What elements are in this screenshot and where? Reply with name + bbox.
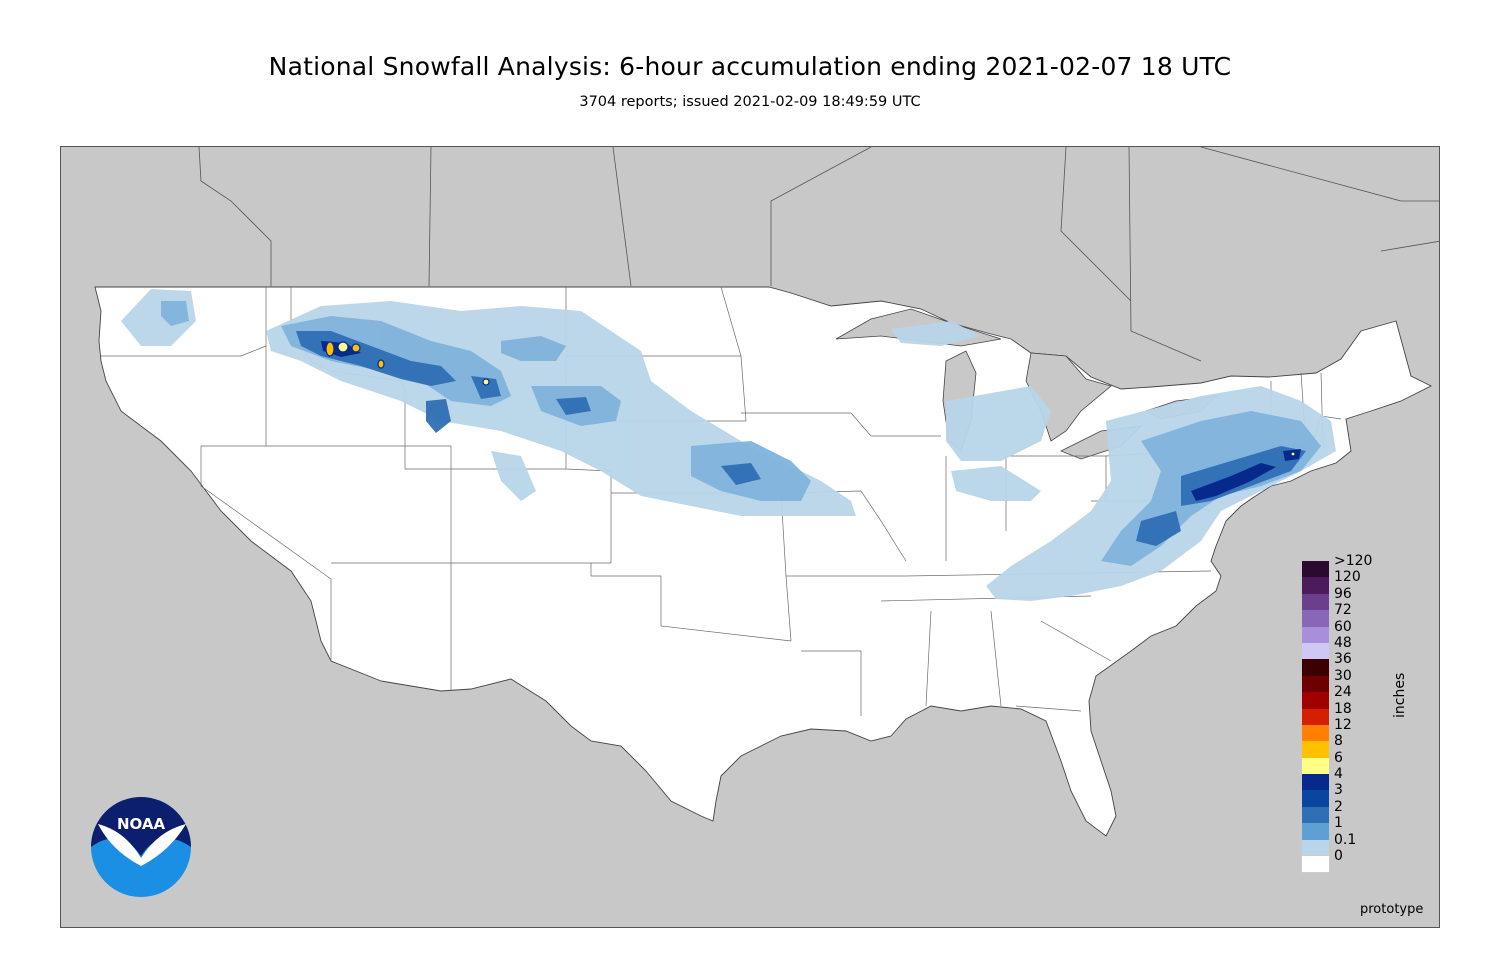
legend-label: 18 [1334,700,1352,717]
prototype-label: prototype [1360,902,1424,917]
legend-label: 120 [1334,569,1361,586]
legend-row: 0.1 [1302,832,1382,857]
legend-label: 36 [1334,651,1352,668]
legend-label: 72 [1334,602,1352,619]
legend-row: 4 [1302,766,1382,791]
legend-swatch [1302,708,1329,725]
legend-label: 4 [1334,766,1343,783]
legend-swatch [1302,839,1329,857]
legend-swatch [1302,741,1329,758]
legend-row: 2 [1302,799,1382,824]
legend-row: 12 [1302,717,1382,742]
legend-label: 0 [1334,848,1343,865]
legend-swatch [1302,659,1329,676]
map-title: National Snowfall Analysis: 6-hour accum… [268,52,1232,81]
noaa-logo-text: NOAA [117,815,166,833]
legend-label: 0.1 [1334,831,1357,848]
legend-swatch [1302,626,1329,643]
legend-swatch [1302,577,1329,594]
legend-label: >120 [1334,553,1373,569]
map-canvas [61,147,1439,927]
color-legend: >120 120 96 72 60 48 36 30 24 18 12 8 6 4 3 2 1 0.1 0 [1301,553,1382,874]
legend-row: 72 [1302,602,1382,627]
legend-row: 36 [1302,651,1382,676]
legend-label: 60 [1334,618,1352,635]
legend-row: 48 [1302,635,1382,660]
international-borders [198,147,1439,362]
legend-swatch [1302,692,1329,709]
legend-swatch [1302,823,1329,840]
legend-row: 3 [1302,782,1382,807]
legend-swatch [1302,642,1329,660]
legend-row: 24 [1302,684,1382,709]
legend-label: 30 [1334,667,1352,684]
legend-row: 6 [1302,750,1382,775]
map-subtitle: 3704 reports; issued 2021-02-09 18:49:59… [579,94,921,110]
legend-row: 1 [1302,815,1382,840]
legend-units-label: inches [1392,672,1408,718]
legend-swatch [1302,757,1329,775]
legend-swatch [1301,855,1330,874]
legend-label: 24 [1334,684,1352,701]
legend-row: 60 [1302,619,1382,643]
legend-swatch [1302,610,1329,627]
legend-label: 12 [1334,716,1352,733]
legend-row: 8 [1302,733,1382,758]
snowfall-map[interactable] [60,146,1440,928]
snow-band-6-8in [325,341,1296,457]
legend-swatch [1302,724,1329,742]
legend-label: 48 [1334,634,1352,651]
legend-swatch [1302,561,1329,578]
legend-row: 30 [1302,668,1382,693]
legend-label: 6 [1334,749,1343,766]
legend-label: 8 [1334,733,1343,750]
noaa-logo-graphic: NOAA [91,797,191,897]
legend-label: 2 [1334,798,1343,815]
legend-row: 120 [1302,569,1382,594]
legend-row: 18 [1302,701,1382,725]
legend-row: >120 [1302,553,1382,578]
legend-label: 3 [1334,782,1343,799]
legend-label: 1 [1334,815,1343,832]
noaa-logo: NOAA [90,796,192,898]
legend-swatch [1302,806,1329,824]
legend-row: 0 [1301,848,1382,874]
legend-swatch [1302,790,1329,807]
legend-label: 96 [1334,585,1352,602]
legend-swatch [1302,774,1329,791]
legend-swatch [1302,675,1329,693]
legend-swatch [1302,593,1329,611]
legend-row: 96 [1302,586,1382,611]
